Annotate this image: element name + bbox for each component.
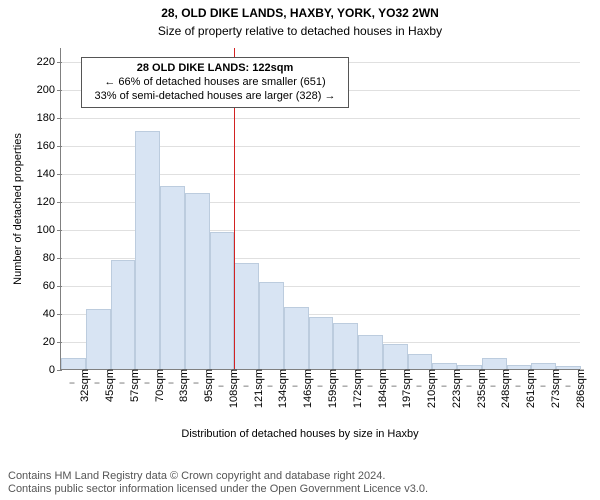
x-tick-label: 83sqm	[172, 369, 190, 402]
x-tick-label: 45sqm	[98, 369, 116, 402]
x-tick-label: 248sqm	[494, 369, 512, 408]
annotation-box: 28 OLD DIKE LANDS: 122sqm ← 66% of detac…	[81, 57, 349, 108]
histogram-bar	[135, 131, 160, 369]
annotation-line-1: ← 66% of detached houses are smaller (65…	[90, 76, 340, 90]
gridline	[61, 118, 580, 119]
annotation-line-2: 33% of semi-detached houses are larger (…	[90, 90, 340, 104]
histogram-bar	[234, 263, 259, 369]
histogram-bar	[185, 193, 210, 369]
x-tick-label: 95sqm	[197, 369, 215, 402]
histogram-bar	[482, 358, 507, 369]
histogram-bar	[86, 309, 111, 369]
x-tick-label: 159sqm	[321, 369, 339, 408]
histogram-bar	[210, 232, 235, 369]
x-tick-label: 273sqm	[544, 369, 562, 408]
x-tick-label: 32sqm	[73, 369, 91, 402]
x-tick-label: 197sqm	[395, 369, 413, 408]
histogram-bar	[333, 323, 358, 369]
x-tick-label: 172sqm	[346, 369, 364, 408]
y-tick-label: 80	[43, 252, 61, 264]
y-tick-label: 100	[37, 224, 61, 236]
histogram-bar	[259, 282, 284, 369]
page-title: 28, OLD DIKE LANDS, HAXBY, YORK, YO32 2W…	[0, 6, 600, 20]
histogram-bar	[61, 358, 86, 369]
x-tick-label: 134sqm	[271, 369, 289, 408]
histogram-bar	[160, 186, 185, 369]
histogram-bar	[284, 307, 309, 369]
y-tick-label: 60	[43, 280, 61, 292]
y-tick-label: 220	[37, 56, 61, 68]
x-tick-label: 121sqm	[247, 369, 265, 408]
footer-line-2: Contains public sector information licen…	[8, 483, 592, 496]
chart-container: 28, OLD DIKE LANDS, HAXBY, YORK, YO32 2W…	[0, 0, 600, 500]
y-tick-label: 160	[37, 140, 61, 152]
histogram-bar	[408, 354, 433, 369]
y-axis-label: Number of detached properties	[12, 133, 24, 285]
y-tick-label: 40	[43, 308, 61, 320]
x-tick-label: 261sqm	[519, 369, 537, 408]
y-tick-label: 200	[37, 84, 61, 96]
y-tick-label: 140	[37, 168, 61, 180]
x-tick-label: 70sqm	[148, 369, 166, 402]
footer-line-1: Contains HM Land Registry data © Crown c…	[8, 470, 592, 483]
x-tick-label: 146sqm	[296, 369, 314, 408]
x-tick-label: 184sqm	[371, 369, 389, 408]
y-tick-label: 180	[37, 112, 61, 124]
x-tick-label: 210sqm	[420, 369, 438, 408]
y-tick-label: 120	[37, 196, 61, 208]
histogram-bar	[111, 260, 136, 369]
y-tick-label: 20	[43, 336, 61, 348]
x-axis-label: Distribution of detached houses by size …	[0, 428, 600, 440]
x-tick-label: 223sqm	[445, 369, 463, 408]
plot-area: 02040608010012014016018020022032sqm45sqm…	[60, 48, 580, 370]
x-tick-label: 108sqm	[222, 369, 240, 408]
histogram-bar	[358, 335, 383, 369]
footer-attribution: Contains HM Land Registry data © Crown c…	[8, 470, 592, 496]
x-tick-label: 235sqm	[470, 369, 488, 408]
y-tick-label: 0	[49, 364, 61, 376]
x-tick-label: 57sqm	[123, 369, 141, 402]
histogram-bar	[309, 317, 334, 369]
page-subtitle: Size of property relative to detached ho…	[0, 24, 600, 38]
x-tick-label: 286sqm	[569, 369, 587, 408]
histogram-bar	[383, 344, 408, 369]
annotation-title: 28 OLD DIKE LANDS: 122sqm	[90, 62, 340, 76]
